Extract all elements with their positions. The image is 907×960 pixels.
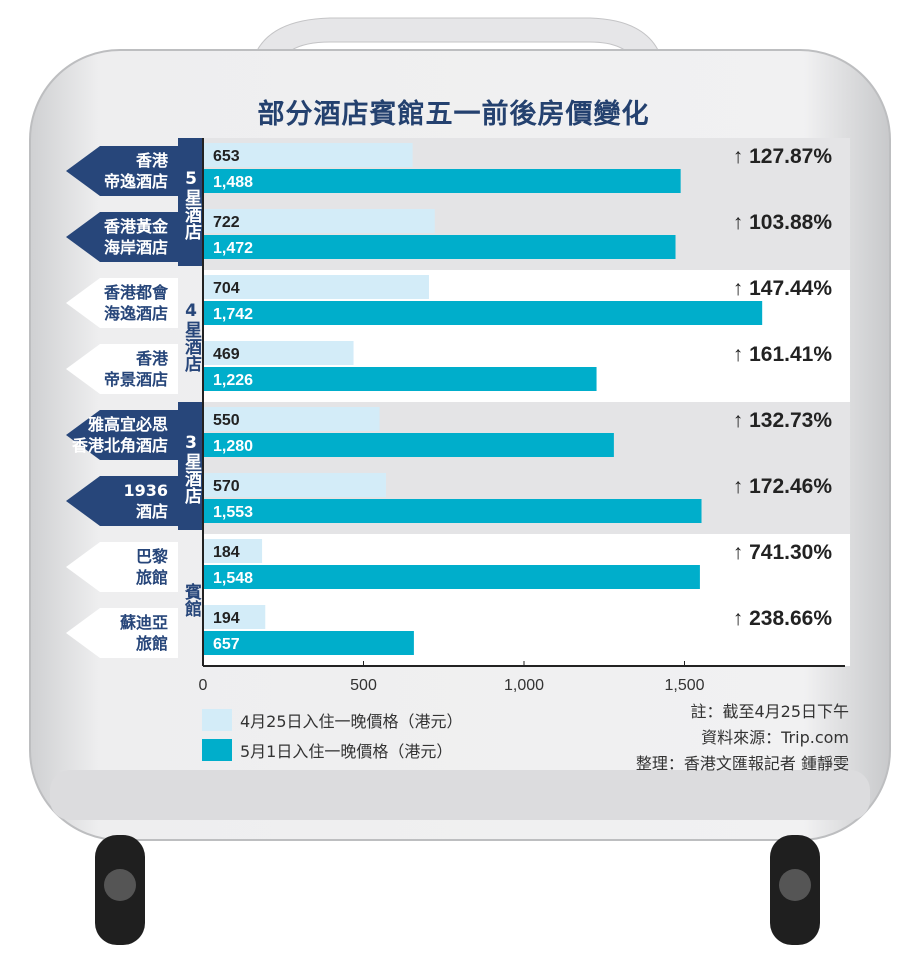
bar-apr25 xyxy=(203,143,413,167)
hotel-label-arrow xyxy=(66,476,178,526)
x-tick-label: 1,000 xyxy=(504,677,544,694)
star-group-label: 3星酒店 xyxy=(181,432,201,504)
bar-value-label: 184 xyxy=(213,544,240,561)
bar-apr25 xyxy=(203,209,435,233)
bar-value-label: 1,742 xyxy=(213,306,253,323)
bar-may1 xyxy=(203,499,702,523)
bar-value-label: 1,553 xyxy=(213,504,253,521)
bar-value-label: 550 xyxy=(213,412,240,429)
legend-item-apr25: 4月25日入住一晚價格（港元） xyxy=(202,708,463,732)
bar-apr25 xyxy=(203,605,266,629)
hotel-label-arrow xyxy=(66,608,178,658)
group-label-bg xyxy=(178,138,203,266)
hotel-label-arrow xyxy=(66,212,178,262)
note-credit: 整理：香港文匯報記者 鍾靜雯 xyxy=(635,754,849,773)
hotel-name: 1936 酒店 xyxy=(123,481,168,521)
bar-apr25 xyxy=(203,539,263,563)
bar-value-label: 570 xyxy=(213,478,240,495)
bar-may1 xyxy=(203,565,700,589)
bar-chart: 653 1,488 ↑ 127.87% 722 1,472 ↑ 103.88% 704 1,7… xyxy=(66,138,850,694)
bar-value-label: 469 xyxy=(213,346,240,363)
bar-value-label: 1,548 xyxy=(213,570,253,587)
change-percent-label: ↑ 127.87% xyxy=(733,145,833,168)
hotel-label-arrow xyxy=(66,410,178,460)
x-tick-label: 1,500 xyxy=(664,677,704,694)
x-tick-label: 0 xyxy=(199,677,208,694)
note-date: 註：截至4月25日下午 xyxy=(690,702,849,721)
wheel-left xyxy=(95,835,145,945)
hotel-name: 雅高宜必思 香港北角酒店 xyxy=(71,415,168,455)
bar-may1 xyxy=(203,433,614,457)
hotel-label-arrow xyxy=(66,542,178,592)
bar-may1 xyxy=(203,367,597,391)
star-group-label: 4星酒店 xyxy=(181,300,201,372)
bar-may1 xyxy=(203,235,676,259)
change-percent-label: ↑ 161.41% xyxy=(733,343,833,366)
legend-item-may1: 5月1日入住一晚價格（港元） xyxy=(202,738,452,762)
legend-swatch xyxy=(202,739,232,761)
legend-label: 4月25日入住一晚價格（港元） xyxy=(240,712,463,731)
x-tick-label: 500 xyxy=(350,677,377,694)
bar-value-label: 1,472 xyxy=(213,240,253,257)
hotel-label-arrow xyxy=(66,146,178,196)
legend-swatch xyxy=(202,709,232,731)
bar-apr25 xyxy=(203,341,354,365)
hotel-name: 香港 帝景酒店 xyxy=(103,349,168,389)
bar-value-label: 657 xyxy=(213,636,240,653)
legend-label: 5月1日入住一晚價格（港元） xyxy=(240,742,453,761)
hotel-name: 蘇迪亞 旅館 xyxy=(119,613,168,653)
star-group-label: 5星酒店 xyxy=(181,168,201,240)
group-label-bg xyxy=(178,402,203,530)
bar-apr25 xyxy=(203,275,429,299)
bar-value-label: 653 xyxy=(213,148,240,165)
change-percent-label: ↑ 103.88% xyxy=(733,211,833,234)
hotel-name: 香港黃金 海岸酒店 xyxy=(103,217,168,257)
bar-value-label: 722 xyxy=(213,214,240,231)
hotel-name: 香港都會 海逸酒店 xyxy=(103,283,168,323)
change-percent-label: ↑ 147.44% xyxy=(733,277,833,300)
hotel-name: 巴黎 旅館 xyxy=(135,547,168,587)
change-percent-label: ↑ 238.66% xyxy=(733,607,833,630)
hotel-label-arrow xyxy=(66,344,178,394)
bar-apr25 xyxy=(203,407,380,431)
bar-value-label: 704 xyxy=(213,280,240,297)
change-percent-label: ↑ 741.30% xyxy=(733,541,833,564)
note-source: 資料來源：Trip.com xyxy=(701,728,849,747)
hotel-label-arrow xyxy=(66,278,178,328)
bar-value-label: 1,488 xyxy=(213,174,253,191)
bar-value-label: 1,226 xyxy=(213,372,253,389)
hotel-name: 香港 帝逸酒店 xyxy=(103,151,168,191)
bar-value-label: 1,280 xyxy=(213,438,253,455)
bar-may1 xyxy=(203,301,763,325)
bar-apr25 xyxy=(203,473,386,497)
bar-may1 xyxy=(203,169,681,193)
bar-value-label: 194 xyxy=(213,610,240,627)
star-group-label: 賓館 xyxy=(181,583,201,617)
chart-title: 部分酒店賓館五一前後房價變化 xyxy=(257,99,650,130)
bar-may1 xyxy=(203,631,414,655)
change-percent-label: ↑ 172.46% xyxy=(733,475,833,498)
change-percent-label: ↑ 132.73% xyxy=(733,409,833,432)
wheel-right xyxy=(770,835,820,945)
